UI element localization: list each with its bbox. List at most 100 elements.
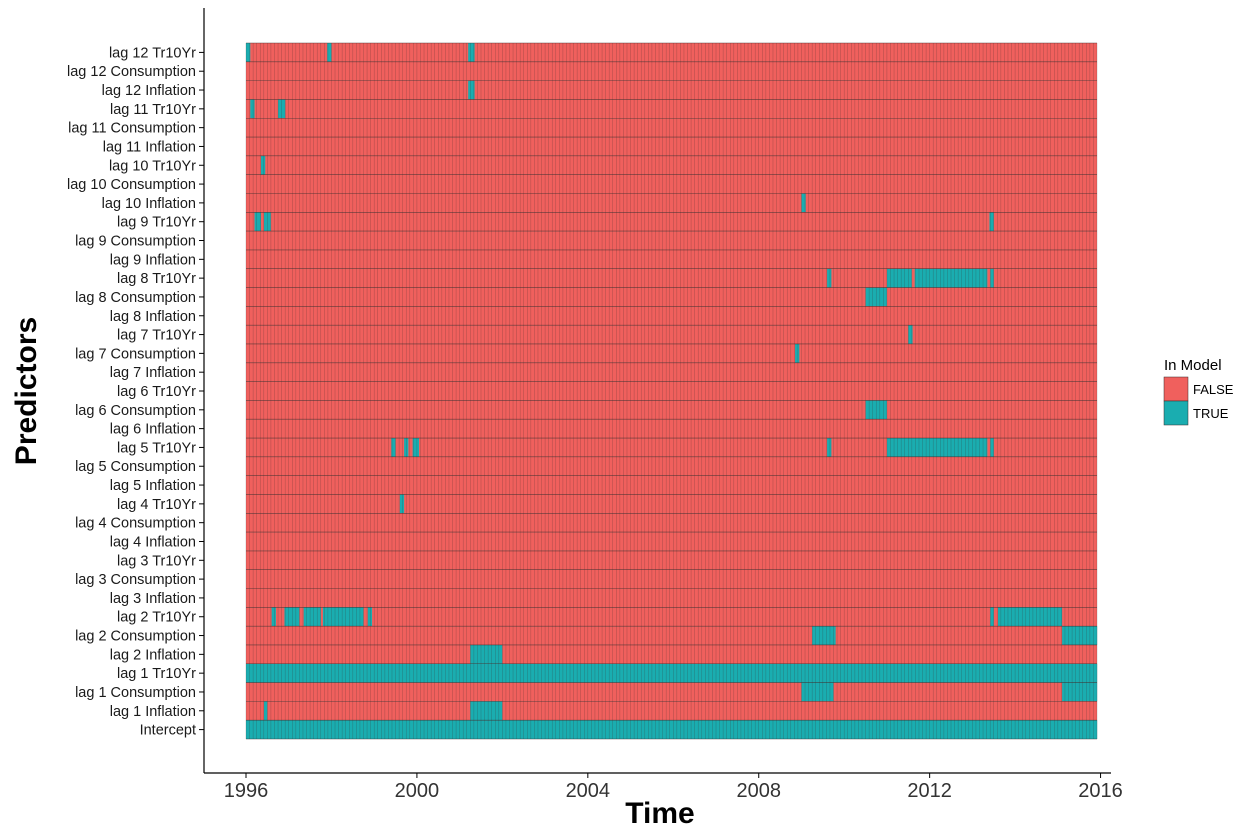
heatmap-row-lag-6-consumption: [246, 400, 1097, 420]
x-axis-title: Time: [625, 797, 694, 829]
heatmap-row-lag-3-inflation: [246, 588, 1097, 608]
true-span-lag-2-tr10yr-3: [322, 607, 364, 627]
y-tick-label: lag 10 Tr10Yr: [109, 158, 196, 174]
true-span-lag-2-tr10yr-2: [303, 607, 321, 627]
x-tick-label: 2012: [907, 780, 952, 802]
y-tick-label: lag 7 Tr10Yr: [117, 328, 196, 344]
y-tick-label: lag 11 Inflation: [103, 139, 196, 155]
heatmap-row-lag-5-tr10yr: [246, 438, 1097, 457]
true-span-lag-12-inflation-0: [468, 80, 475, 100]
y-tick-label: lag 12 Tr10Yr: [109, 45, 196, 61]
true-span-lag-1-consumption-0: [801, 682, 834, 702]
heatmap-row-lag-7-consumption: [246, 343, 1097, 363]
heatmap-row-lag-4-inflation: [246, 532, 1097, 551]
heatmap-row-lag-11-tr10yr: [246, 99, 1097, 119]
legend-title: In Model: [1164, 357, 1222, 374]
y-tick-label: lag 10 Consumption: [67, 177, 196, 193]
x-tick-label: 2008: [736, 780, 781, 802]
true-span-lag-2-tr10yr-0: [271, 607, 276, 627]
true-span-lag-9-tr10yr-2: [989, 212, 994, 232]
true-span-lag-10-inflation-0: [801, 193, 806, 213]
heatmap-row-lag-12-inflation: [246, 80, 1097, 100]
y-tick-label: lag 6 Inflation: [110, 422, 196, 438]
heatmap-row-lag-12-consumption: [246, 61, 1097, 81]
legend-swatch-false: [1163, 376, 1189, 402]
true-span-intercept-0: [246, 720, 1098, 739]
y-tick-label: lag 10 Inflation: [102, 196, 196, 212]
true-span-lag-11-tr10yr-0: [250, 99, 255, 119]
x-tick-label: 1996: [224, 780, 269, 802]
legend-swatch-true: [1163, 400, 1189, 426]
true-span-lag-5-tr10yr-3: [827, 438, 832, 457]
true-span-lag-4-tr10yr-0: [399, 494, 405, 514]
y-tick-label: lag 2 Inflation: [110, 647, 196, 663]
y-tick-label: lag 9 Inflation: [110, 252, 196, 268]
y-tick-label: lag 1 Tr10Yr: [117, 666, 196, 682]
x-tick-labels: 1996 2000 2004 2008 2012 2016: [224, 780, 1123, 802]
heatmap-row-lag-1-consumption: [246, 682, 1097, 702]
y-tick-label: lag 8 Inflation: [110, 309, 196, 325]
heatmap-row-lag-10-consumption: [246, 174, 1097, 194]
true-span-lag-9-tr10yr-0: [254, 212, 261, 232]
y-tick-label: lag 6 Consumption: [75, 403, 196, 419]
heatmap-row-lag-10-tr10yr: [246, 155, 1097, 175]
heatmap-row-lag-9-tr10yr: [246, 212, 1097, 232]
true-span-lag-2-tr10yr-1: [284, 607, 300, 627]
true-span-lag-5-tr10yr-0: [391, 438, 396, 457]
heatmap-row-lag-8-tr10yr: [246, 268, 1097, 288]
true-span-lag-5-tr10yr-5: [990, 438, 994, 457]
y-tick-label: lag 2 Tr10Yr: [117, 610, 196, 626]
axes-layer: [199, 8, 1111, 778]
y-tick-label: lag 3 Inflation: [110, 591, 196, 607]
true-span-lag-1-inflation-1: [470, 701, 503, 721]
x-tick-label: 2004: [566, 780, 611, 802]
heatmap-row-lag-9-consumption: [246, 231, 1097, 250]
heatmap-row-lag-7-inflation: [246, 362, 1097, 382]
y-tick-label: lag 1 Inflation: [110, 704, 196, 720]
heatmap-row-lag-3-tr10yr: [246, 550, 1097, 570]
heatmap-row-lag-4-tr10yr: [246, 494, 1097, 514]
legend-label-true: TRUE: [1193, 406, 1229, 421]
legend: In Model FALSE TRUE: [1163, 357, 1234, 426]
y-tick-label: Intercept: [140, 723, 196, 739]
y-tick-label: lag 6 Tr10Yr: [117, 384, 196, 400]
heatmap-row-lag-4-consumption: [246, 513, 1097, 533]
true-span-lag-2-tr10yr-5: [990, 607, 994, 627]
y-tick-label: lag 5 Consumption: [75, 459, 196, 475]
heatmap-row-lag-9-inflation: [246, 249, 1097, 269]
true-span-lag-2-tr10yr-4: [367, 607, 373, 627]
true-span-lag-12-tr10yr-0: [246, 43, 251, 62]
y-axis-title: Predictors: [10, 317, 43, 465]
y-tick-label: lag 3 Consumption: [75, 572, 196, 588]
x-tick-label: 2000: [395, 780, 440, 802]
true-span-lag-8-tr10yr-0: [827, 268, 832, 288]
y-tick-label: lag 9 Consumption: [75, 234, 196, 250]
heatmap-row-lag-2-consumption: [246, 626, 1097, 645]
y-tick-label: lag 12 Inflation: [102, 83, 196, 99]
y-tick-label: lag 8 Consumption: [75, 290, 196, 306]
y-tick-label: lag 11 Tr10Yr: [110, 102, 196, 118]
heatmap-row-lag-12-tr10yr: [246, 43, 1097, 62]
heatmap-row-lag-1-inflation: [246, 701, 1097, 721]
legend-label-false: FALSE: [1193, 382, 1234, 397]
cell-layer: [245, 42, 1098, 740]
heatmap-row-lag-11-inflation: [246, 137, 1097, 156]
true-span-lag-8-tr10yr-3: [990, 268, 994, 288]
true-span-lag-2-consumption-1: [1062, 626, 1098, 645]
y-tick-label: lag 4 Consumption: [75, 516, 196, 532]
heatmap-row-lag-7-tr10yr: [246, 325, 1097, 344]
heatmap-row-lag-8-inflation: [246, 306, 1097, 326]
y-tick-label: lag 8 Tr10Yr: [117, 271, 196, 287]
true-span-lag-12-tr10yr-1: [327, 43, 332, 62]
cell-vertical-borders: [245, 43, 1098, 739]
y-tick-label: lag 4 Tr10Yr: [117, 497, 196, 513]
true-span-lag-7-tr10yr-0: [908, 325, 913, 344]
y-tick-label: lag 3 Tr10Yr: [117, 553, 196, 569]
y-tick-label: lag 1 Consumption: [75, 685, 196, 701]
y-tick-label: lag 5 Tr10Yr: [117, 440, 196, 456]
true-span-lag-1-inflation-0: [263, 701, 268, 721]
true-span-lag-8-tr10yr-1: [886, 268, 912, 288]
true-span-lag-1-tr10yr-0: [246, 663, 1098, 683]
